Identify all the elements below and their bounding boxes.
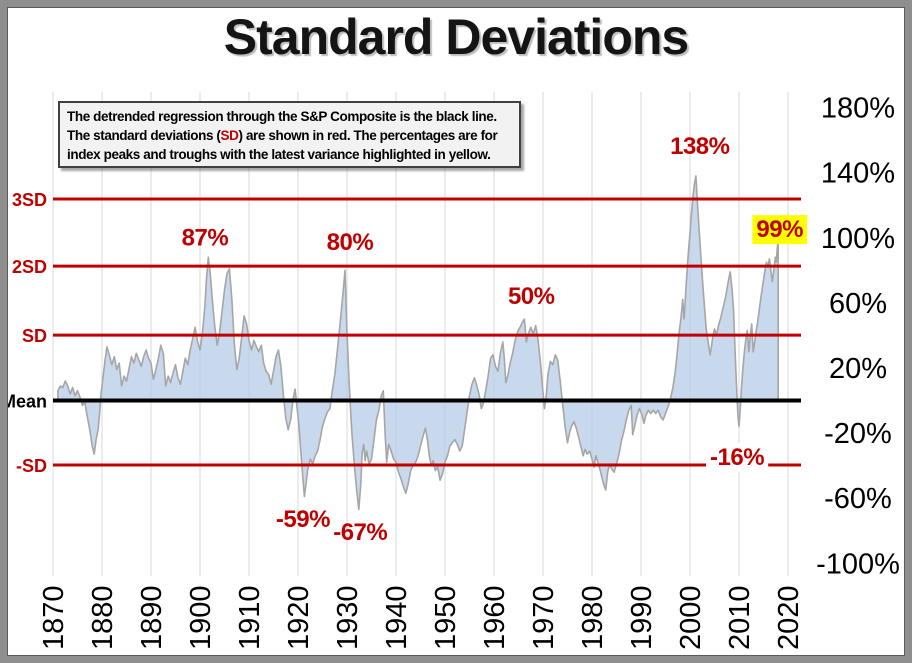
area-series xyxy=(57,175,779,511)
x-tick-label-1970: 1970 xyxy=(528,585,560,650)
caption-box: The detrended regression through the S&P… xyxy=(58,101,521,168)
annotation-138%: 138% xyxy=(670,133,730,160)
caption-line1: The detrended regression through the S&P… xyxy=(67,109,497,124)
y-tick-label-60: 60% xyxy=(829,288,887,320)
x-tick-label-2020: 2020 xyxy=(773,585,805,650)
y-tick-label-180: 180% xyxy=(821,93,895,125)
annotation-87%: 87% xyxy=(182,224,229,251)
y-tick-label-20: 20% xyxy=(829,353,887,385)
annotation--59%: -59% xyxy=(276,506,330,533)
caption-line2: The standard deviations (SD) are shown i… xyxy=(67,128,498,143)
sd-red-text: SD xyxy=(220,128,239,143)
reference-line-label-3SD: 3SD xyxy=(12,190,47,210)
annotation--16%: -16% xyxy=(710,444,764,471)
x-tick-label-1960: 1960 xyxy=(479,585,511,650)
x-tick-label-1930: 1930 xyxy=(332,585,364,650)
page-title: Standard Deviations xyxy=(223,9,689,65)
x-tick-label-1890: 1890 xyxy=(136,585,168,650)
caption-line3: index peaks and troughs with the latest … xyxy=(67,147,491,162)
x-tick-label-1990: 1990 xyxy=(626,585,658,650)
x-tick-label-2000: 2000 xyxy=(675,585,707,650)
y-tick-label--20: -20% xyxy=(824,418,892,450)
x-tick-label-1950: 1950 xyxy=(430,585,462,650)
annotation-bg-99% xyxy=(752,215,808,245)
x-tick-label-1880: 1880 xyxy=(87,585,119,650)
caption-line2-pre: The standard deviations ( xyxy=(67,128,221,143)
annotation-50%: 50% xyxy=(508,283,555,310)
x-tick-label-1940: 1940 xyxy=(381,585,413,650)
annotation--67%: -67% xyxy=(333,519,387,546)
y-tick-label--100: -100% xyxy=(816,548,900,580)
x-tick-label-1900: 1900 xyxy=(185,585,217,650)
y-tick-label-140: 140% xyxy=(821,158,895,190)
x-tick-label-1980: 1980 xyxy=(577,585,609,650)
x-tick-label-1910: 1910 xyxy=(234,585,266,650)
reference-line-label-SD: SD xyxy=(22,326,47,346)
y-tick-label--60: -60% xyxy=(824,483,892,515)
annotation-bg--16% xyxy=(706,442,769,472)
reference-line-label-Mean: Mean xyxy=(1,392,47,412)
x-tick-label-1870: 1870 xyxy=(38,585,70,650)
y-tick-label-100: 100% xyxy=(821,223,895,255)
annotation-80%: 80% xyxy=(327,229,374,256)
caption-line2-post: ) are shown in red. The percentages are … xyxy=(238,128,498,143)
reference-line-label-2SD: 2SD xyxy=(12,257,47,277)
reference-line-label--SD: -SD xyxy=(16,456,47,476)
annotation-99%: 99% xyxy=(756,216,803,243)
x-tick-label-1920: 1920 xyxy=(283,585,315,650)
x-tick-label-2010: 2010 xyxy=(724,585,756,650)
